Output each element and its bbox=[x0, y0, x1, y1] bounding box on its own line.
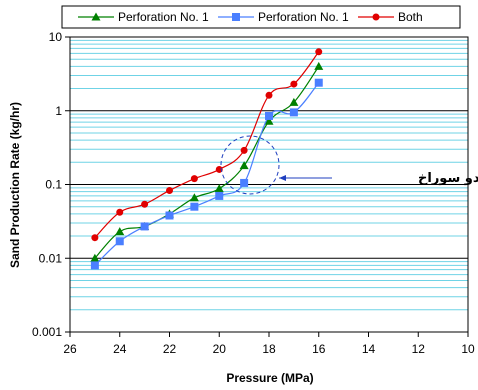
y-tick-label: 0.1 bbox=[45, 178, 62, 192]
y-tick-label: 0.001 bbox=[32, 325, 62, 339]
x-tick-label: 18 bbox=[262, 342, 276, 356]
data-point bbox=[215, 191, 224, 200]
y-axis: 10 1 0.1 0.01 0.001 bbox=[32, 30, 70, 339]
data-point bbox=[264, 116, 274, 125]
annotation-arrowhead bbox=[279, 175, 286, 181]
data-point bbox=[166, 186, 173, 194]
data-point bbox=[141, 200, 149, 208]
annotation-label: تخریب هر دو سوراخ bbox=[418, 171, 478, 186]
data-point bbox=[239, 161, 249, 170]
x-tick-label: 26 bbox=[63, 342, 77, 356]
x-axis-title: Pressure (MPa) bbox=[226, 371, 313, 385]
data-point bbox=[289, 97, 299, 106]
data-point bbox=[190, 202, 199, 211]
data-point bbox=[289, 108, 298, 117]
y-tick-label: 0.01 bbox=[39, 251, 63, 265]
data-point bbox=[116, 208, 124, 216]
series-line bbox=[94, 82, 320, 266]
data-point bbox=[315, 48, 323, 56]
y-tick-label: 1 bbox=[55, 104, 62, 118]
data-point bbox=[290, 80, 298, 88]
legend-marker bbox=[91, 12, 101, 21]
x-tick-label: 20 bbox=[213, 342, 227, 356]
series-2 bbox=[90, 78, 323, 270]
data-point bbox=[140, 222, 149, 231]
y-axis-title: Sand Production Rate (kg/hr) bbox=[8, 102, 22, 268]
data-point bbox=[314, 61, 324, 70]
x-tick-label: 12 bbox=[412, 342, 426, 356]
x-axis: 26 24 22 20 18 16 14 12 10 bbox=[63, 332, 475, 356]
gridlines bbox=[70, 36, 468, 311]
annotation-circle bbox=[220, 135, 280, 195]
data-point bbox=[214, 184, 224, 193]
legend-marker bbox=[372, 13, 380, 21]
data-point bbox=[115, 237, 124, 246]
plot-area bbox=[69, 36, 469, 333]
legend-item: Both bbox=[358, 10, 423, 24]
data-point bbox=[91, 234, 99, 242]
x-tick-label: 16 bbox=[312, 342, 326, 356]
x-tick-label: 22 bbox=[163, 342, 177, 356]
legend-item: Perforation No. 1 bbox=[78, 10, 209, 24]
data-point bbox=[190, 175, 198, 183]
legend-box bbox=[61, 5, 461, 29]
legend-marker bbox=[232, 13, 240, 21]
y-tick-label: 10 bbox=[49, 30, 63, 44]
x-tick-label: 14 bbox=[362, 342, 376, 356]
legend-item: Perforation No. 1 bbox=[218, 10, 349, 24]
legend: Perforation No. 1 Perforation No. 1 Both bbox=[61, 5, 461, 29]
data-point bbox=[240, 146, 248, 154]
data-point bbox=[90, 261, 99, 270]
data-point bbox=[90, 253, 100, 262]
data-point bbox=[265, 111, 273, 120]
x-tick-label: 10 bbox=[461, 342, 475, 356]
data-point bbox=[240, 178, 249, 187]
data-point bbox=[189, 193, 199, 202]
data-point bbox=[314, 78, 323, 87]
annotation: تخریب هر دو سوراخ bbox=[220, 135, 478, 195]
legend-label: Perforation No. 1 bbox=[118, 10, 209, 24]
legend-label: Both bbox=[398, 10, 423, 24]
series-line bbox=[94, 51, 320, 239]
series-3 bbox=[91, 48, 323, 242]
data-point bbox=[165, 211, 174, 220]
data-point bbox=[265, 91, 273, 99]
series-layer bbox=[90, 48, 324, 270]
legend-label: Perforation No. 1 bbox=[258, 10, 349, 24]
x-tick-label: 24 bbox=[113, 342, 127, 356]
data-point bbox=[115, 227, 125, 236]
data-point bbox=[215, 165, 223, 173]
